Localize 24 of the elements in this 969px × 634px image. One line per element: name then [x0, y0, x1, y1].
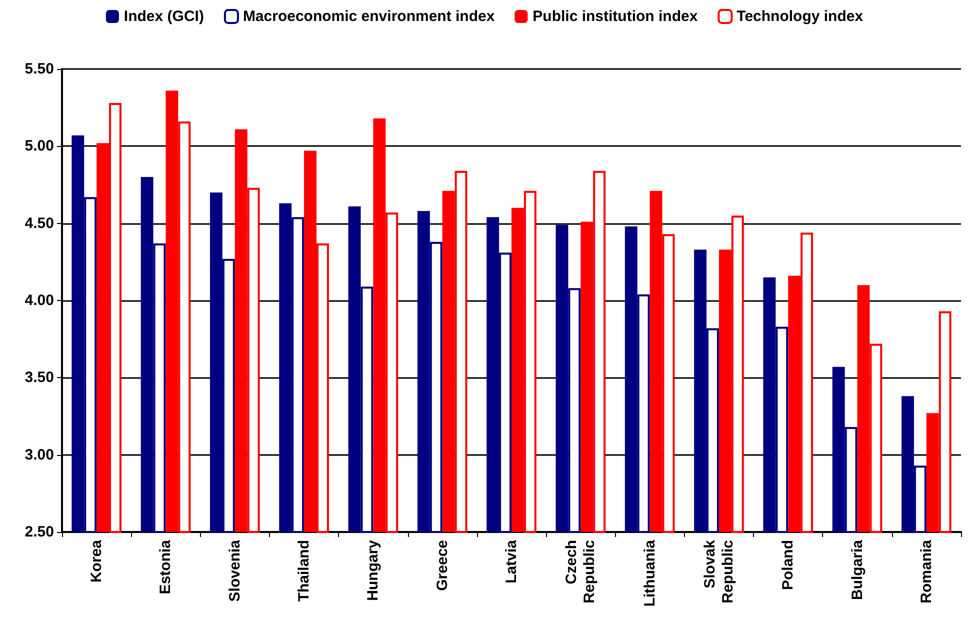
y-tick-label: 4.50: [24, 214, 54, 232]
y-tick-label: 5.00: [24, 138, 54, 155]
x-tick-label: Estonia: [157, 539, 174, 594]
y-tick-label: 4.00: [24, 292, 54, 309]
y-tick-label: 5.50: [24, 60, 54, 78]
y-tick-label: 3.50: [24, 369, 54, 386]
x-tick-label: Lithuania: [641, 539, 658, 607]
legend-label: Index (GCI): [124, 8, 204, 25]
x-tick-label: Greece: [434, 540, 451, 591]
x-tick-label: Poland: [780, 540, 797, 590]
x-tick-label: Hungary: [364, 539, 382, 601]
x-tick-label: Korea: [88, 539, 106, 583]
x-tick-label: Slovak Republic: [701, 539, 736, 604]
x-tick-label: Latvia: [503, 539, 520, 584]
x-tick-label: Thailand: [296, 540, 313, 602]
x-tick-label: Bulgaria: [848, 539, 866, 600]
legend-label: Public institution index: [532, 8, 698, 25]
legend-label: Technology index: [736, 8, 864, 25]
y-tick-label: 3.00: [24, 446, 54, 464]
x-tick-label: Slovenia: [226, 539, 244, 602]
y-tick-label: 2.50: [24, 524, 54, 540]
x-tick-label: Romania: [918, 539, 935, 604]
legend-label: Macroeconomic environment index: [242, 8, 496, 25]
x-tick-label: Czech Republic: [563, 540, 598, 604]
